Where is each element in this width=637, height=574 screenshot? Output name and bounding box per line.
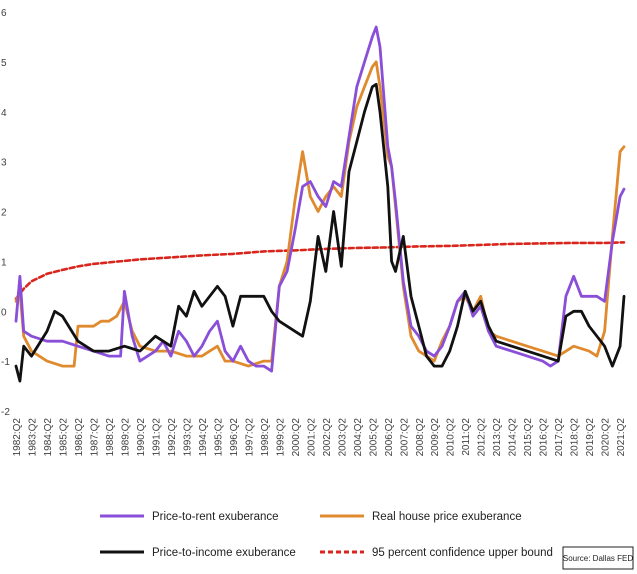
x-tick-label: 2012:Q2: [477, 418, 488, 457]
x-tick-label: 1989:Q2: [120, 418, 131, 457]
y-tick-label: 5: [1, 58, 7, 69]
x-tick-label: 2005:Q2: [368, 418, 379, 457]
x-tick-label: 1984:Q2: [43, 418, 54, 457]
x-tick-label: 2018:Q2: [570, 418, 581, 457]
series-line: [14, 241, 626, 301]
series-line: [14, 82, 626, 383]
x-tick-label: 2015:Q2: [523, 418, 534, 457]
x-tick-label: 2000:Q2: [291, 418, 302, 457]
x-tick-label: 2003:Q2: [337, 418, 348, 457]
series-lines: [14, 25, 626, 383]
x-tick-label: 1982:Q2: [12, 418, 23, 457]
x-tick-label: 1994:Q2: [198, 418, 209, 457]
x-tick-label: 2002:Q2: [322, 418, 333, 457]
x-tick-label: 2014:Q2: [508, 418, 519, 457]
x-tick-label: 2004:Q2: [353, 418, 364, 457]
legend: Price-to-rent exuberance Real house price…: [100, 511, 553, 559]
x-tick-label: 2017:Q2: [554, 418, 565, 457]
x-tick-label: 2010:Q2: [446, 418, 457, 457]
x-tick-label: 2021:Q2: [616, 418, 627, 457]
x-tick-label: 2016:Q2: [539, 418, 550, 457]
x-tick-label: 1995:Q2: [213, 418, 224, 457]
x-tick-label: 2006:Q2: [384, 418, 395, 457]
x-tick-label: 2020:Q2: [601, 418, 612, 457]
x-tick-label: 1983:Q2: [27, 418, 38, 457]
legend-label: Real house price exuberance: [372, 511, 522, 523]
x-tick-label: 1996:Q2: [229, 418, 240, 457]
series-line: [14, 25, 626, 373]
source-box: Source: Dallas FED: [562, 546, 634, 570]
x-tick-label: 1992:Q2: [167, 418, 178, 457]
y-tick-label: -1: [1, 357, 10, 368]
x-tick-label: 1987:Q2: [89, 418, 100, 457]
x-tick-label: 2009:Q2: [430, 418, 441, 457]
x-tick-label: 2013:Q2: [492, 418, 503, 457]
source-note: Source: Dallas FED: [563, 554, 633, 563]
x-tick-label: 1990:Q2: [136, 418, 147, 457]
y-tick-label: 0: [1, 307, 7, 318]
x-tick-label: 2019:Q2: [585, 418, 596, 457]
x-tick-label: 1998:Q2: [260, 418, 271, 457]
x-tick-label: 2001:Q2: [306, 418, 317, 457]
y-tick-label: 1: [1, 257, 7, 268]
y-axis-ticks: -2 -1 0 1 2 3 4 5 6: [1, 8, 10, 418]
series-line: [14, 60, 626, 368]
x-tick-label: 1985:Q2: [58, 418, 69, 457]
x-tick-label: 1988:Q2: [105, 418, 116, 457]
y-tick-label: 3: [1, 158, 7, 169]
x-axis-ticks: 1982:Q2 1983:Q2 1984:Q2 1985:Q2 1986:Q2 1987:…: [12, 418, 627, 457]
x-tick-label: 2011:Q2: [461, 418, 472, 456]
legend-label: 95 percent confidence upper bound: [372, 547, 553, 559]
x-tick-label: 2008:Q2: [415, 418, 426, 457]
x-tick-label: 1986:Q2: [74, 418, 85, 457]
y-tick-label: 4: [1, 108, 7, 119]
legend-label: Price-to-income exuberance: [152, 547, 296, 559]
y-tick-label: 2: [1, 208, 7, 219]
legend-label: Price-to-rent exuberance: [152, 511, 279, 523]
y-tick-label: 6: [1, 8, 7, 19]
x-tick-label: 1999:Q2: [275, 418, 286, 457]
x-tick-label: 1993:Q2: [182, 418, 193, 457]
x-tick-label: 1997:Q2: [244, 418, 255, 457]
y-tick-label: -2: [1, 407, 10, 418]
x-tick-label: 1991:Q2: [151, 418, 162, 457]
x-tick-label: 2007:Q2: [399, 418, 410, 457]
